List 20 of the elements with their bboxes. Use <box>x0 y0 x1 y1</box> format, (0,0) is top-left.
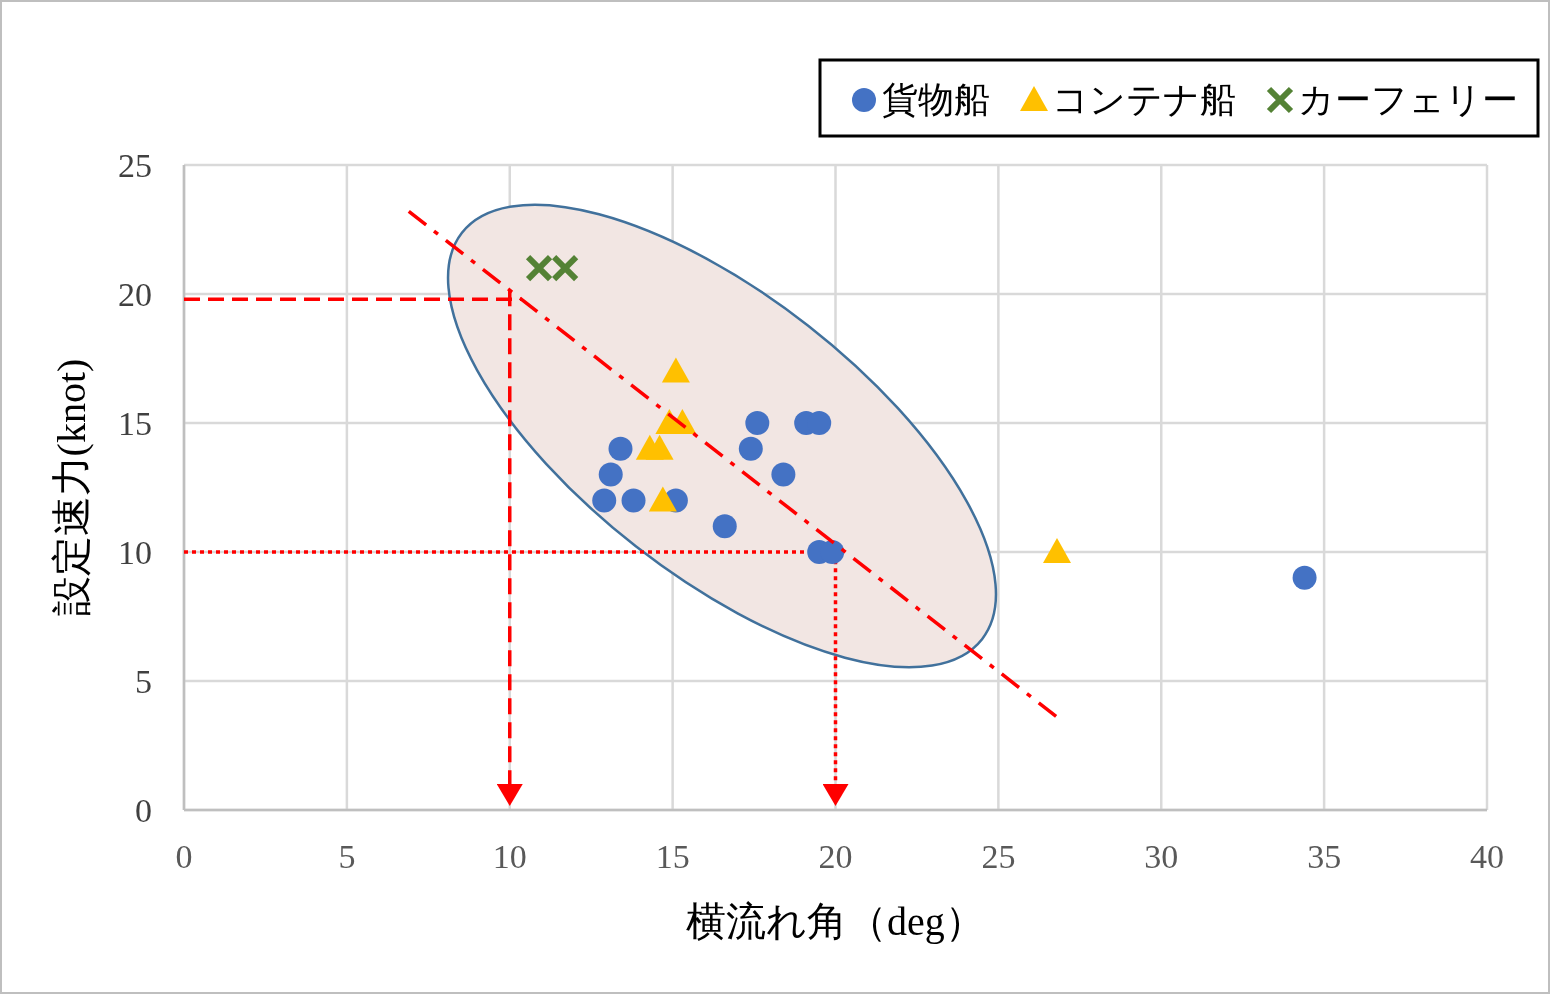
y-tick-label: 0 <box>135 792 152 829</box>
x-tick-label: 15 <box>655 838 690 875</box>
y-tick-label: 10 <box>118 534 152 571</box>
x-tick-label: 25 <box>981 838 1016 875</box>
y-axis-title: 設定速力(knot) <box>49 358 94 617</box>
y-tick-label: 5 <box>135 663 152 700</box>
x-tick-label: 40 <box>1470 838 1504 875</box>
x-axis-title: 横流れ角（deg） <box>686 899 985 944</box>
x-tick-label: 5 <box>338 838 356 875</box>
x-tick-label: 0 <box>175 838 193 875</box>
legend-label: カーフェリー <box>1298 80 1518 120</box>
y-tick-label: 25 <box>118 147 152 184</box>
x-tick-label: 20 <box>818 838 853 875</box>
x-tick-label: 30 <box>1144 838 1179 875</box>
y-tick-label: 15 <box>118 405 152 442</box>
x-tick-label: 10 <box>492 838 527 875</box>
y-tick-label: 20 <box>118 276 152 313</box>
legend-label: 貨物船 <box>882 80 990 120</box>
x-tick-label: 35 <box>1307 838 1342 875</box>
legend-label: コンテナ船 <box>1052 80 1236 120</box>
